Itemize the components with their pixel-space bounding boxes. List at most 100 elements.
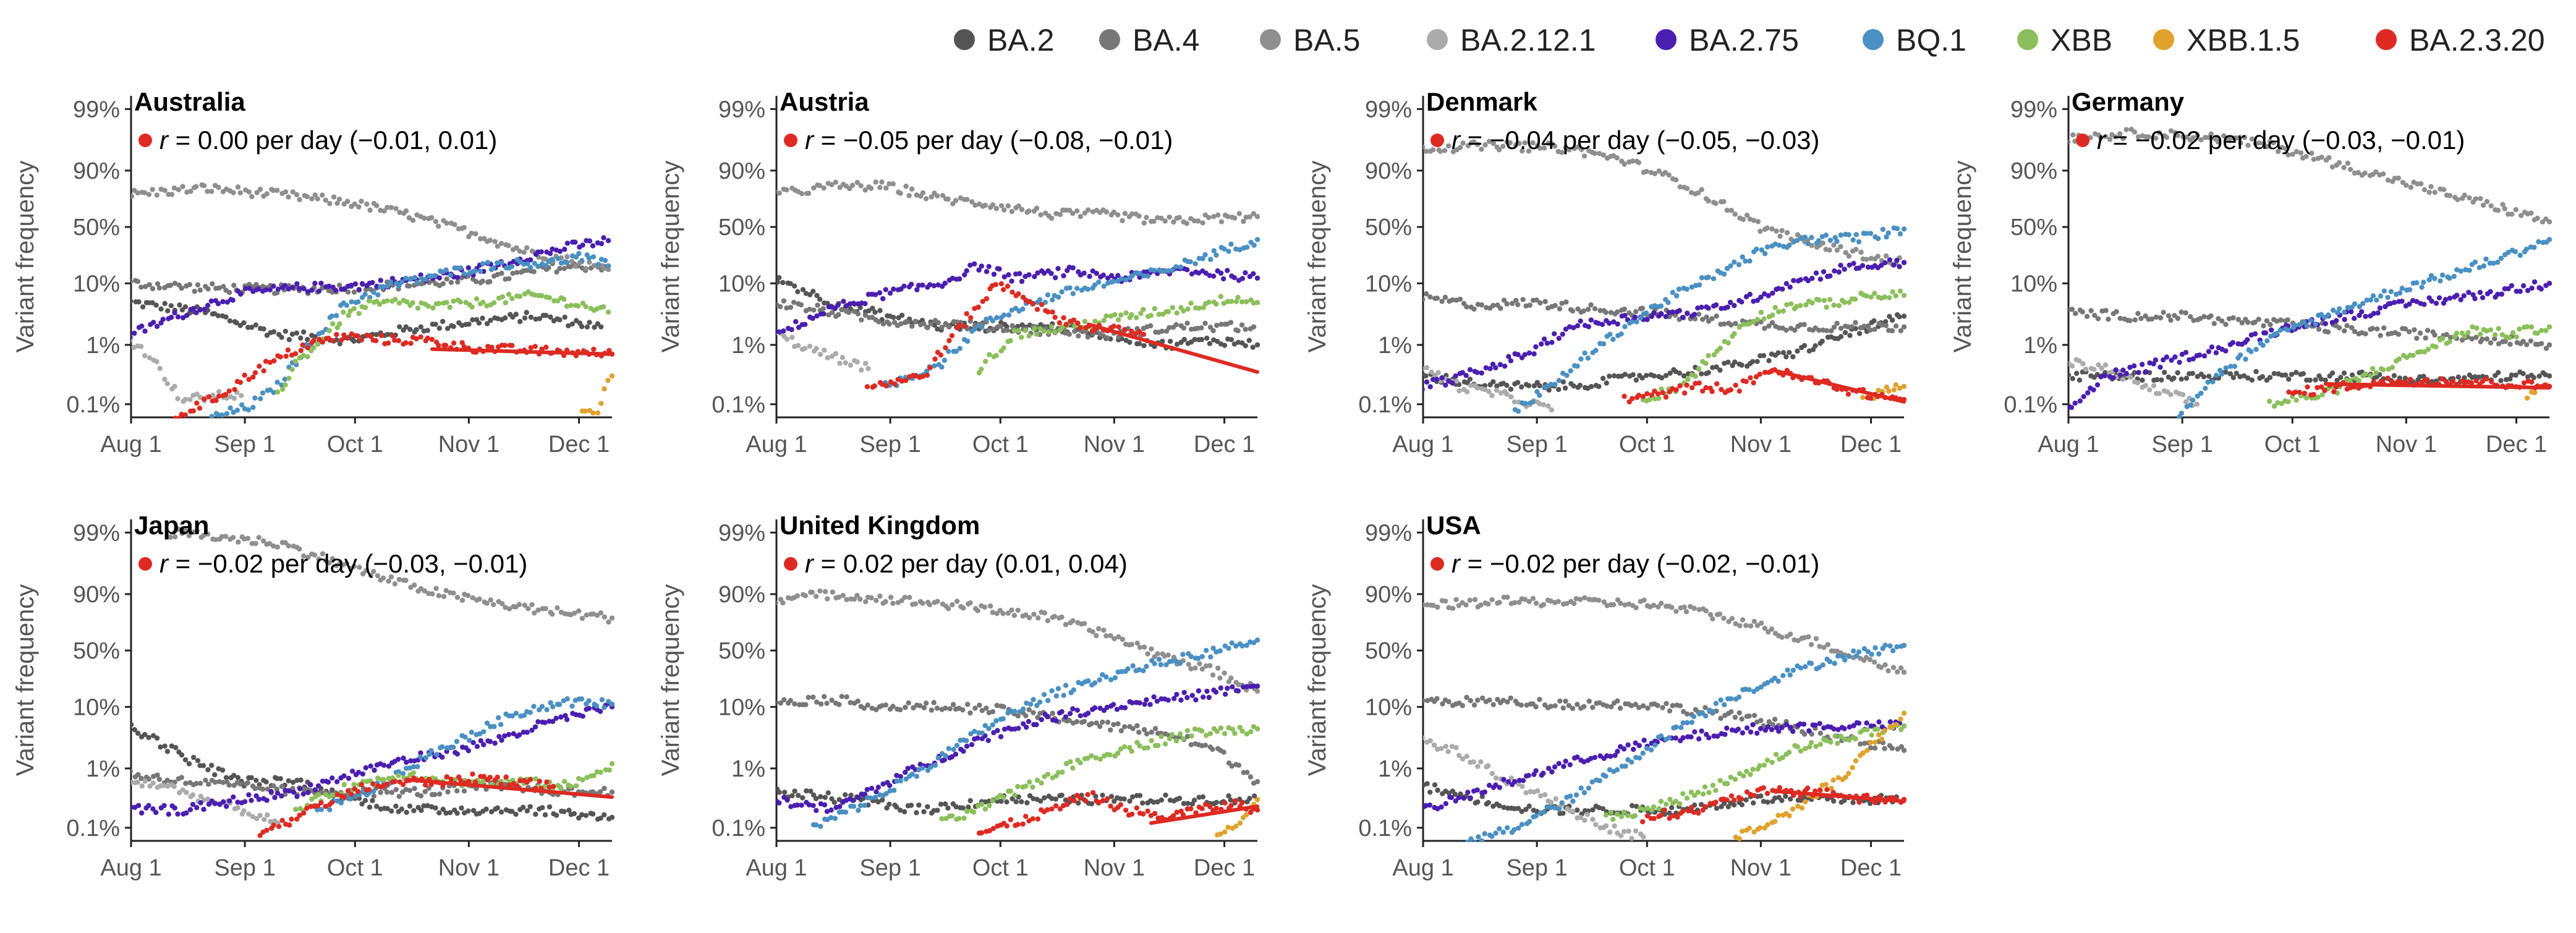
data-point <box>906 700 911 706</box>
data-point <box>568 783 574 789</box>
data-point <box>953 751 959 757</box>
data-point <box>1660 390 1665 396</box>
data-point <box>2102 373 2108 378</box>
data-point <box>2282 146 2289 151</box>
data-point <box>1762 370 1768 375</box>
data-point <box>880 381 885 387</box>
data-point <box>813 796 819 801</box>
data-point <box>1100 333 1107 339</box>
data-point <box>389 790 394 795</box>
data-point <box>182 396 189 403</box>
data-point <box>401 756 406 761</box>
data-point <box>1537 300 1543 306</box>
data-point <box>1816 327 1822 333</box>
data-point <box>1886 388 1892 394</box>
data-point <box>223 775 229 780</box>
data-point <box>1136 341 1142 347</box>
data-point <box>1533 344 1539 350</box>
data-point <box>1634 319 1639 325</box>
data-point <box>601 266 606 271</box>
data-point <box>1868 255 1874 262</box>
data-point <box>436 343 441 348</box>
data-point <box>776 275 782 281</box>
data-point <box>279 334 284 340</box>
data-point <box>502 343 508 348</box>
data-point <box>557 317 563 323</box>
data-point <box>1221 300 1226 306</box>
data-point <box>1021 721 1026 726</box>
data-point <box>315 783 321 789</box>
data-point <box>1872 326 1877 332</box>
data-point <box>1129 273 1135 279</box>
data-point <box>296 286 302 292</box>
data-point <box>2492 332 2498 338</box>
data-point <box>1684 382 1690 388</box>
panel-title: Austria <box>780 87 869 116</box>
data-point <box>1467 367 1473 373</box>
data-point <box>903 704 908 710</box>
data-point <box>1243 343 1248 349</box>
data-point <box>998 798 1004 804</box>
data-point <box>1129 328 1134 334</box>
data-point <box>1880 226 1885 232</box>
data-point <box>1427 384 1433 390</box>
y-tick-label: 10% <box>718 694 765 720</box>
data-point <box>164 381 170 386</box>
data-point <box>550 257 555 262</box>
data-point <box>407 326 413 332</box>
data-point <box>2088 308 2094 313</box>
data-point <box>606 619 611 625</box>
data-point <box>854 179 861 185</box>
data-point <box>961 748 966 754</box>
data-point <box>1070 618 1076 624</box>
data-point <box>415 764 420 770</box>
data-point <box>1832 268 1837 274</box>
data-point <box>520 804 526 810</box>
data-point <box>352 201 357 207</box>
data-point <box>906 193 912 198</box>
data-point <box>400 782 406 788</box>
data-point <box>216 389 222 394</box>
data-point <box>2285 377 2292 382</box>
data-point <box>2535 330 2540 336</box>
data-point <box>2151 383 2157 389</box>
data-point <box>901 283 907 289</box>
data-point <box>2289 372 2295 377</box>
data-point <box>483 806 489 812</box>
data-point <box>1570 308 1576 314</box>
data-point <box>802 322 808 327</box>
data-point <box>987 603 993 609</box>
data-point <box>2123 371 2129 377</box>
data-point <box>1744 213 1750 218</box>
data-point <box>546 295 552 300</box>
data-point <box>300 329 307 335</box>
data-point <box>1142 701 1147 707</box>
data-point <box>182 757 189 763</box>
data-point <box>2483 256 2489 262</box>
data-point <box>425 328 430 333</box>
data-point <box>2208 131 2214 137</box>
data-point <box>2442 297 2449 302</box>
data-point <box>238 393 244 398</box>
data-point <box>569 321 576 327</box>
data-point <box>274 790 281 796</box>
data-point <box>2263 330 2269 336</box>
fit-line-ba-2-3-20 <box>2323 382 2551 390</box>
data-point <box>784 336 790 342</box>
data-point <box>1508 394 1514 399</box>
data-point <box>1251 793 1257 799</box>
data-point <box>2425 328 2431 333</box>
data-point <box>1039 717 1044 723</box>
data-point <box>2378 333 2383 338</box>
data-point <box>994 611 1000 616</box>
data-point <box>1685 377 1691 382</box>
data-point <box>1093 793 1099 799</box>
data-point <box>359 801 365 807</box>
data-point <box>283 189 289 195</box>
data-point <box>2326 312 2331 318</box>
data-point <box>814 594 819 599</box>
data-point <box>831 799 837 805</box>
data-point <box>1197 661 1202 667</box>
data-point <box>205 302 211 309</box>
data-point <box>529 727 535 733</box>
